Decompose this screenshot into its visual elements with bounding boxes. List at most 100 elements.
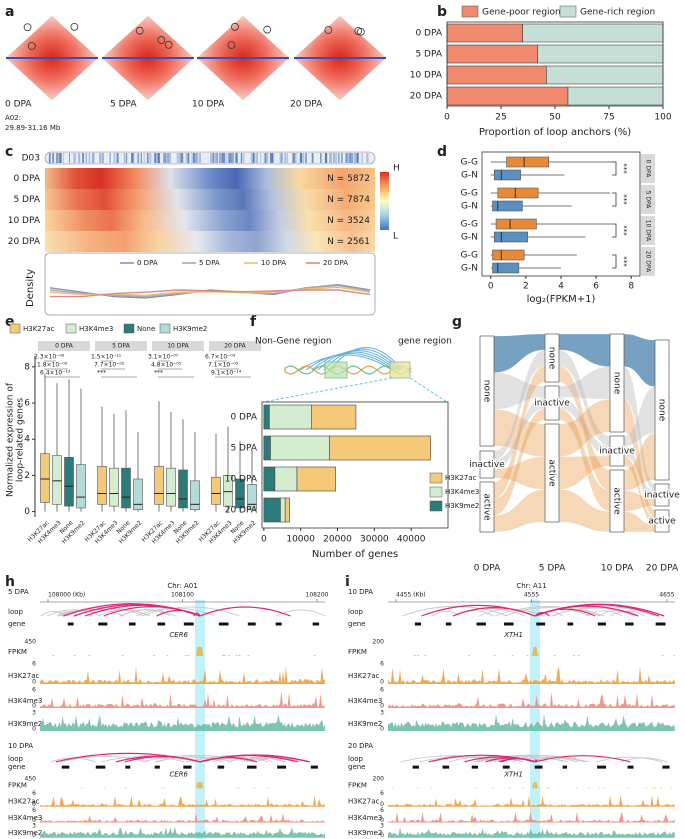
box xyxy=(493,231,528,243)
loop-arc xyxy=(585,610,623,617)
gene xyxy=(275,622,282,626)
track-max: 6 xyxy=(32,807,36,814)
x-tick-label: 6 xyxy=(593,282,599,292)
chromosome-band xyxy=(109,153,111,163)
chromosome-band xyxy=(254,153,255,163)
bar xyxy=(522,23,664,43)
legend-label: 10 DPA xyxy=(261,259,286,267)
gene xyxy=(567,622,574,626)
loop-arc xyxy=(464,756,536,763)
scale-label: H xyxy=(393,164,400,174)
track-label: H3K9me2 xyxy=(8,720,42,728)
gene xyxy=(534,765,543,769)
legend-swatch xyxy=(429,500,443,512)
legend-label: H3K27ac xyxy=(445,474,477,482)
track-max: 3 xyxy=(32,822,36,829)
p-value: 7.1×10⁻⁰³ xyxy=(208,362,239,369)
facet-label: 10 DPA xyxy=(645,220,652,242)
loop-arc xyxy=(193,612,201,617)
loop-arc xyxy=(47,609,101,617)
x-tick-label: 20000 xyxy=(323,535,352,545)
chromosome-band xyxy=(176,153,178,163)
chromosome-band xyxy=(199,153,202,163)
box xyxy=(495,218,537,230)
chromosome-band xyxy=(101,153,104,163)
track-max: 6 xyxy=(32,687,36,694)
signal-track xyxy=(40,795,325,807)
loop-arc xyxy=(449,757,502,763)
row-label: gene xyxy=(348,763,366,771)
gene xyxy=(655,622,666,626)
stage-label: 5 DPA xyxy=(110,100,137,110)
chromosome-band xyxy=(324,153,327,163)
bar xyxy=(446,44,539,64)
node xyxy=(479,335,495,447)
chromosome-band xyxy=(62,153,64,163)
region-label: 29.89-31.16 Mb xyxy=(5,124,61,132)
box xyxy=(52,455,62,505)
chromosome-label: D03 xyxy=(22,154,40,164)
panel-label: a xyxy=(5,4,14,20)
chromosome-band xyxy=(242,153,245,163)
chromosome-band xyxy=(250,153,253,163)
track-label: H3K4me3 xyxy=(8,697,42,705)
loop-arc xyxy=(199,754,309,763)
panel-label: f xyxy=(250,314,257,330)
gene xyxy=(442,765,450,769)
box xyxy=(211,476,221,505)
row-label: loop xyxy=(8,755,24,763)
loop-arc xyxy=(421,604,536,617)
legend-label: H3K4me3 xyxy=(79,325,113,333)
chromosome-band xyxy=(88,153,91,163)
gene xyxy=(183,765,192,769)
chromosome-band xyxy=(212,153,215,163)
gene xyxy=(98,622,108,626)
p-value: *** xyxy=(154,370,163,377)
node xyxy=(544,385,560,421)
node xyxy=(544,333,560,383)
chromosome-band xyxy=(169,153,171,163)
p-value: 4.8×10⁻⁰⁵ xyxy=(151,362,182,369)
loop-arc xyxy=(103,606,201,617)
legend-swatch xyxy=(429,472,443,484)
chromosome-band xyxy=(82,153,85,163)
chromosome-band xyxy=(221,153,224,163)
node-label: active xyxy=(648,517,676,527)
panel-label: b xyxy=(437,4,447,20)
chromosome-band xyxy=(286,153,288,163)
facet-strip xyxy=(95,341,147,351)
schematic-label: gene region xyxy=(398,337,452,347)
chromosome-band xyxy=(292,153,295,163)
gene xyxy=(218,622,229,626)
gene-name: CER6 xyxy=(169,631,188,639)
legend-swatch xyxy=(461,5,479,18)
track-max: 450 xyxy=(25,639,37,646)
significance: *** xyxy=(620,256,628,267)
loop-arc xyxy=(275,609,326,617)
bar xyxy=(280,497,286,523)
row-label: 10 DPA xyxy=(8,216,41,226)
node xyxy=(654,509,670,533)
track-label: H3K9me2 xyxy=(348,720,382,728)
loop-arc xyxy=(494,606,601,617)
signal-track xyxy=(40,714,325,731)
box xyxy=(492,262,520,274)
bar xyxy=(446,86,569,106)
chromosome-band xyxy=(351,153,353,163)
gene xyxy=(154,765,160,769)
loop-arc xyxy=(245,757,285,763)
chromosome-band xyxy=(253,153,255,163)
node-label: inactive xyxy=(469,460,505,470)
node xyxy=(479,450,495,479)
y-axis-label: loop-related genes xyxy=(16,398,26,483)
box xyxy=(497,187,539,199)
x-tick-label: 25 xyxy=(495,113,506,123)
x-tick-label: 8 xyxy=(628,282,634,292)
panel-label: e xyxy=(5,314,15,330)
node-label: active xyxy=(612,487,622,515)
node xyxy=(609,469,625,533)
y-tick-label: 0 DPA xyxy=(230,413,257,423)
chromosome-band xyxy=(191,153,193,163)
loop-arc xyxy=(305,353,395,371)
